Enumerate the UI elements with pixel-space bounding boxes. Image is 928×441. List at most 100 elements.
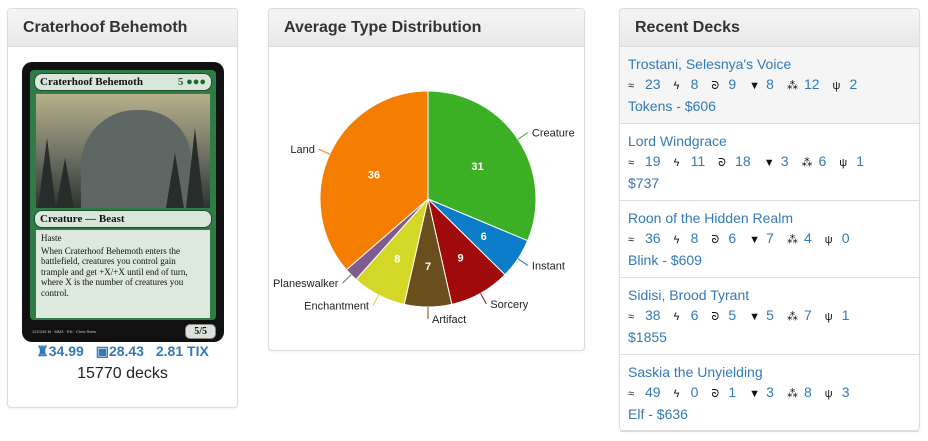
chart-panel: Average Type Distribution 31 Creature 6 Ins… xyxy=(268,8,585,351)
creature-icon: ≈ xyxy=(628,157,635,169)
planeswalker-icon: ψ xyxy=(824,234,833,246)
slice-value-label: 9 xyxy=(457,253,463,265)
type-count: 18 xyxy=(735,153,751,169)
deck-name-link[interactable]: Lord Windgrace xyxy=(628,133,727,149)
artifact-icon: ▼ xyxy=(749,234,761,246)
type-count: 38 xyxy=(645,307,661,323)
recent-decks-title: Recent Decks xyxy=(620,9,919,47)
type-count: 6 xyxy=(690,307,699,323)
deck-tag-link[interactable]: Elf - $636 xyxy=(628,406,688,422)
slice-value-label: 36 xyxy=(368,169,380,181)
type-count: 3 xyxy=(780,153,789,169)
slice-category-label: Artifact xyxy=(432,314,466,326)
type-count: 8 xyxy=(690,230,699,246)
type-count: 5 xyxy=(728,307,737,323)
deck-item[interactable]: Sidisi, Brood Tyrant ≈38 ϟ 6 ᘐ 5 ▼ 5 ⁂ 7 ψ 1 $1855 xyxy=(620,278,919,355)
slice-value-label: 8 xyxy=(394,254,400,266)
pie-chart: 31 Creature 6 Instant 9 Sorcery 7 Artifact 8 Ench… xyxy=(273,90,575,326)
creature-icon: ≈ xyxy=(628,311,635,323)
artifact-icon: ▼ xyxy=(749,311,761,323)
deck-name-link[interactable]: Trostani, Selesnya's Voice xyxy=(628,56,792,72)
type-count: 49 xyxy=(645,384,661,400)
card-type-line: Creature — Beast xyxy=(34,210,212,228)
type-count: 1 xyxy=(728,384,737,400)
type-count: 2 xyxy=(849,76,858,92)
card-panel-title: Craterhoof Behemoth xyxy=(8,9,237,47)
paper-price-link[interactable]: ♜34.99 xyxy=(36,343,84,359)
type-count: 6 xyxy=(728,230,737,246)
leader-line xyxy=(517,258,529,266)
pie-slice-creature[interactable] xyxy=(427,90,537,242)
type-count: 4 xyxy=(803,230,812,246)
deck-tag-link[interactable]: $1855 xyxy=(628,329,667,345)
deck-name-link[interactable]: Roon of the Hidden Realm xyxy=(628,210,793,226)
artifact-icon: ▼ xyxy=(763,157,775,169)
type-count: 0 xyxy=(690,384,699,400)
deck-tag-link[interactable]: Tokens - $606 xyxy=(628,98,716,114)
deck-type-counts: ≈36 ϟ 8 ᘐ 6 ▼ 7 ⁂ 4 ψ 0 xyxy=(628,228,911,250)
deck-item[interactable]: Roon of the Hidden Realm ≈36 ϟ 8 ᘐ 6 ▼ 7 ⁂ 4 ψ 0 Bli… xyxy=(620,201,919,278)
slice-value-label: 6 xyxy=(481,231,487,243)
enchantment-icon: ⁂ xyxy=(786,234,798,246)
castle-icon: ♜ xyxy=(36,343,49,359)
enchantment-icon: ⁂ xyxy=(786,388,798,400)
slice-category-label: Enchantment xyxy=(304,301,369,313)
deck-item[interactable]: Lord Windgrace ≈19 ϟ 11 ᘐ 18 ▼ 3 ⁂ 6 ψ 1 $737 xyxy=(620,124,919,201)
card-image[interactable]: Craterhoof Behemoth 5 ●●● Creature — Beas… xyxy=(22,62,224,342)
type-count: 3 xyxy=(841,384,850,400)
deck-tag-link[interactable]: $737 xyxy=(628,175,660,191)
deck-item[interactable]: Saskia the Unyielding ≈49 ϟ 0 ᘐ 1 ▼ 3 ⁂ 8 ψ 3 Elf - … xyxy=(620,355,919,432)
deck-type-counts: ≈38 ϟ 6 ᘐ 5 ▼ 5 ⁂ 7 ψ 1 xyxy=(628,305,911,327)
type-count: 19 xyxy=(645,153,661,169)
deck-type-counts: ≈19 ϟ 11 ᘐ 18 ▼ 3 ⁂ 6 ψ 1 xyxy=(628,151,911,173)
type-count: 23 xyxy=(645,76,661,92)
deck-tag-link[interactable]: Blink - $609 xyxy=(628,252,702,268)
deck-type-counts: ≈49 ϟ 0 ᘐ 1 ▼ 3 ⁂ 8 ψ 3 xyxy=(628,382,911,404)
foil-price-link[interactable]: ▣28.43 xyxy=(95,343,144,359)
enchantment-icon: ⁂ xyxy=(786,311,798,323)
leader-line xyxy=(342,274,352,284)
creature-icon: ≈ xyxy=(628,234,635,246)
card-footer: 122/249 M · MM3 · EN · Chris Rahn xyxy=(32,328,97,334)
deck-type-counts: ≈23 ϟ 8 ᘐ 9 ▼ 8 ⁂ 12 ψ 2 xyxy=(628,74,911,96)
type-count: 5 xyxy=(766,307,774,323)
card-name: Craterhoof Behemoth xyxy=(40,76,143,88)
card-panel: Craterhoof Behemoth Craterhoof Behemoth 5… xyxy=(7,8,238,408)
creature-icon: ≈ xyxy=(628,80,635,92)
deck-name-link[interactable]: Saskia the Unyielding xyxy=(628,364,763,380)
type-count: 8 xyxy=(766,76,774,92)
tix-price-link[interactable]: 2.81 TIX xyxy=(155,343,209,359)
type-count: 36 xyxy=(645,230,661,246)
leader-line xyxy=(480,293,487,305)
deck-item[interactable]: Trostani, Selesnya's Voice ≈23 ϟ 8 ᘐ 9 ▼ 8 ⁂ 12 ψ 2… xyxy=(620,47,919,124)
slice-category-label: Land xyxy=(290,144,314,156)
planeswalker-icon: ψ xyxy=(824,388,833,400)
sorcery-icon: ᘐ xyxy=(711,311,720,323)
type-count: 11 xyxy=(690,153,706,169)
planeswalker-icon: ψ xyxy=(839,157,848,169)
type-count: 12 xyxy=(803,76,820,92)
deck-name-link[interactable]: Sidisi, Brood Tyrant xyxy=(628,287,750,303)
slice-category-label: Instant xyxy=(532,260,565,272)
type-count: 7 xyxy=(766,230,774,246)
type-count: 8 xyxy=(690,76,699,92)
type-count: 0 xyxy=(841,230,850,246)
type-count: 1 xyxy=(841,307,850,323)
mana-cost: 5 ●●● xyxy=(177,76,206,88)
chart-panel-title: Average Type Distribution xyxy=(269,9,584,47)
instant-icon: ϟ xyxy=(673,157,680,169)
slice-value-label: 7 xyxy=(425,261,431,273)
card-icon: ▣ xyxy=(95,343,109,359)
artifact-icon: ▼ xyxy=(749,388,761,400)
pie-slice-land[interactable] xyxy=(319,90,429,271)
deck-count: 15770 decks xyxy=(77,365,168,382)
enchantment-icon: ⁂ xyxy=(801,157,813,169)
type-count: 7 xyxy=(803,307,812,323)
slice-category-label: Planeswalker xyxy=(273,278,339,290)
instant-icon: ϟ xyxy=(673,80,680,92)
instant-icon: ϟ xyxy=(673,388,680,400)
leader-line xyxy=(372,294,379,306)
slice-category-label: Creature xyxy=(532,128,575,140)
sorcery-icon: ᘐ xyxy=(718,157,726,169)
sorcery-icon: ᘐ xyxy=(711,388,720,400)
